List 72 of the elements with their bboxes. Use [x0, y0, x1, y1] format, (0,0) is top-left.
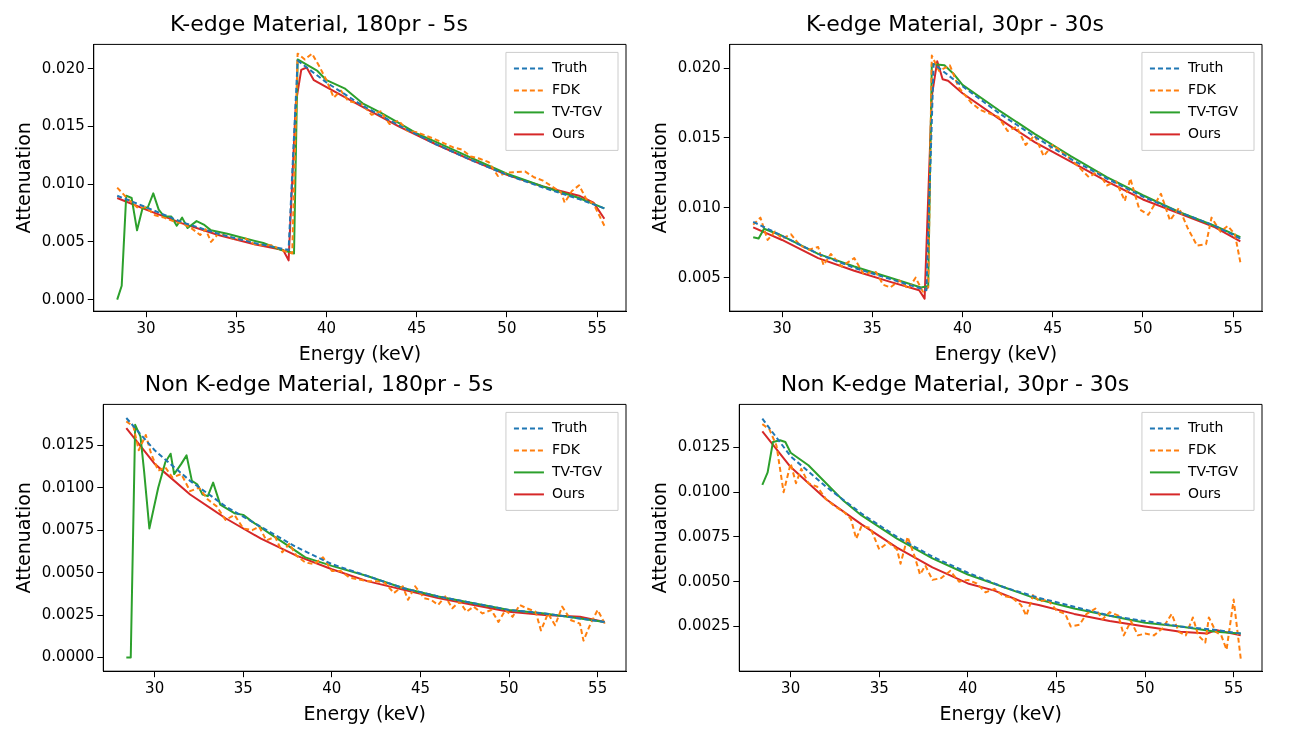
- y-tick-label: 0.020: [677, 58, 721, 77]
- y-tick-label: 0.020: [41, 58, 85, 77]
- x-tick-label: 50: [497, 319, 517, 338]
- y-tick-label: 0.0100: [677, 482, 731, 501]
- x-tick-label: 30: [145, 679, 165, 698]
- x-tick-label: 50: [1135, 679, 1155, 698]
- x-tick-label: 40: [958, 679, 978, 698]
- x-tick-label: 45: [407, 319, 427, 338]
- y-tick-label: 0.0075: [41, 520, 95, 539]
- x-tick-label: 45: [410, 679, 430, 698]
- legend-label: TV-TGV: [1186, 463, 1239, 480]
- legend-label: FDK: [1187, 81, 1217, 98]
- x-tick-label: 30: [781, 679, 801, 698]
- y-tick-label: 0.0050: [41, 562, 95, 581]
- y-tick-label: 0.0125: [677, 437, 731, 456]
- y-axis-title: Attenuation: [648, 122, 671, 234]
- y-tick-label: 0.0125: [41, 435, 95, 454]
- legend-label: Truth: [550, 59, 588, 76]
- x-tick-label: 55: [1223, 319, 1243, 338]
- x-tick-label: 30: [772, 319, 792, 338]
- x-tick-label: 50: [1133, 319, 1153, 338]
- legend-label: FDK: [551, 81, 581, 98]
- legend-label: Ours: [551, 125, 585, 142]
- y-tick-label: 0.010: [677, 197, 721, 216]
- legend-label: FDK: [1187, 441, 1217, 458]
- x-tick-label: 45: [1043, 319, 1063, 338]
- x-tick-label: 35: [226, 319, 246, 338]
- y-axis-title: Attenuation: [12, 482, 35, 594]
- x-tick-label: 55: [588, 679, 608, 698]
- y-tick-label: 0.0050: [677, 571, 731, 590]
- x-axis-title: Energy (keV): [934, 341, 1058, 364]
- y-tick-label: 0.0075: [677, 526, 731, 545]
- chart-title: K-edge Material, 30pr - 30s: [806, 10, 1104, 36]
- y-tick-label: 0.0025: [677, 616, 731, 635]
- x-tick-label: 40: [322, 679, 342, 698]
- legend-label: FDK: [551, 441, 581, 458]
- x-axis-title: Energy (keV): [939, 701, 1062, 724]
- x-tick-label: 40: [316, 319, 337, 338]
- legend-label: Truth: [1186, 59, 1224, 76]
- y-tick-label: 0.005: [41, 231, 85, 250]
- x-axis-title: Energy (keV): [298, 341, 422, 364]
- legend-label: Ours: [551, 485, 585, 502]
- y-tick-label: 0.000: [41, 289, 85, 308]
- y-tick-label: 0.0025: [41, 605, 95, 624]
- legend-label: TV-TGV: [1186, 103, 1239, 120]
- y-tick-label: 0.010: [41, 174, 85, 193]
- x-tick-label: 30: [136, 319, 156, 338]
- x-tick-label: 35: [233, 679, 253, 698]
- legend-label: TV-TGV: [550, 103, 603, 120]
- chart-title: Non K-edge Material, 30pr - 30s: [780, 370, 1130, 396]
- legend-label: Ours: [1187, 485, 1221, 502]
- x-tick-label: 35: [862, 319, 882, 338]
- legend-label: TV-TGV: [550, 463, 603, 480]
- y-tick-label: 0.015: [41, 116, 85, 135]
- x-tick-label: 45: [1046, 679, 1066, 698]
- x-tick-label: 55: [587, 319, 607, 338]
- legend-label: Ours: [1187, 125, 1221, 142]
- y-tick-label: 0.0000: [41, 647, 95, 666]
- x-tick-label: 40: [952, 319, 973, 338]
- y-tick-label: 0.005: [677, 267, 721, 286]
- chart-title: Non K-edge Material, 180pr - 5s: [144, 370, 494, 396]
- x-tick-label: 35: [869, 679, 889, 698]
- y-axis-title: Attenuation: [12, 122, 35, 234]
- x-axis-title: Energy (keV): [303, 701, 426, 724]
- x-tick-label: 50: [499, 679, 519, 698]
- y-axis-title: Attenuation: [648, 482, 671, 594]
- x-tick-label: 55: [1224, 679, 1244, 698]
- y-tick-label: 0.0100: [41, 477, 95, 496]
- y-tick-label: 0.015: [677, 127, 721, 146]
- legend-label: Truth: [1186, 419, 1224, 436]
- chart-title: K-edge Material, 180pr - 5s: [170, 10, 468, 36]
- legend-label: Truth: [550, 419, 588, 436]
